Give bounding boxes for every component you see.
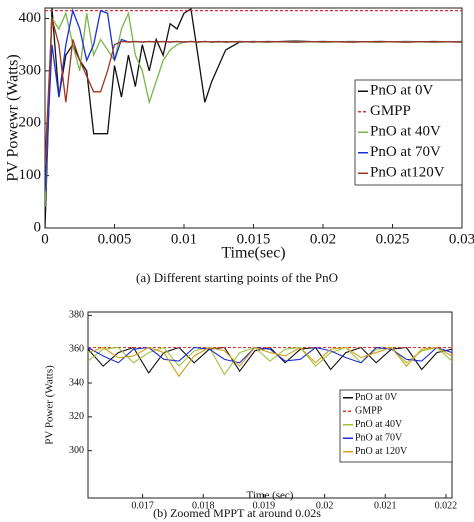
- x-tick-label: 0.019: [253, 500, 276, 511]
- legend-label: PnO at 0V: [355, 392, 398, 403]
- legend-label: PnO at 40V: [370, 124, 441, 140]
- y-tick-label: 200: [19, 115, 42, 131]
- legend-label: PnO at 120V: [355, 446, 408, 457]
- x-axis-label: Time (sec): [247, 490, 294, 502]
- x-tick-label: 0.005: [98, 231, 132, 247]
- legend-box: [339, 389, 453, 463]
- x-tick-label: 0.015: [237, 231, 271, 247]
- x-tick-label: 0: [41, 231, 49, 247]
- series-line: [88, 346, 452, 378]
- x-tick-label: 0.025: [376, 231, 410, 247]
- y-tick-label: 300: [69, 445, 84, 456]
- x-tick-label: 0.022: [435, 500, 458, 511]
- legend-label: PnO at120V: [370, 165, 445, 181]
- y-tick-label: 320: [69, 411, 84, 422]
- y-tick-label: 380: [69, 310, 84, 321]
- y-tick-label: 400: [19, 10, 42, 26]
- x-tick-label: 0.03: [449, 231, 474, 247]
- caption: (a) Different starting points of the PnO: [136, 270, 338, 285]
- legend-label: PnO at 70V: [370, 144, 441, 160]
- y-tick-label: 100: [19, 167, 42, 183]
- x-tick-label: 0.01: [171, 231, 197, 247]
- legend-label: PnO at 70V: [355, 433, 403, 444]
- y-axis-label: PV Power (Watts): [44, 365, 56, 445]
- caption: (b) Zoomed MPPT at around 0.02s: [153, 506, 321, 520]
- x-tick-label: 0.02: [316, 500, 334, 511]
- legend-label: PnO at 0V: [370, 83, 434, 99]
- x-tick-label: 0.018: [192, 500, 215, 511]
- x-axis-label: Time(sec): [221, 245, 285, 262]
- y-axis-label: PV Powewr (Watts): [5, 54, 22, 181]
- legend-label: GMPP: [370, 103, 411, 119]
- y-tick-label: 0: [34, 219, 42, 235]
- y-tick-label: 360: [69, 343, 84, 354]
- x-tick-label: 0.02: [310, 231, 336, 247]
- x-tick-label: 0.017: [131, 500, 154, 511]
- y-tick-label: 300: [19, 62, 42, 78]
- y-tick-label: 340: [69, 377, 84, 388]
- legend-label: GMPP: [355, 406, 383, 417]
- series-line: [45, 18, 462, 166]
- legend-box: [354, 79, 463, 186]
- legend-label: PnO at 40V: [355, 419, 403, 430]
- x-tick-label: 0.021: [374, 500, 397, 511]
